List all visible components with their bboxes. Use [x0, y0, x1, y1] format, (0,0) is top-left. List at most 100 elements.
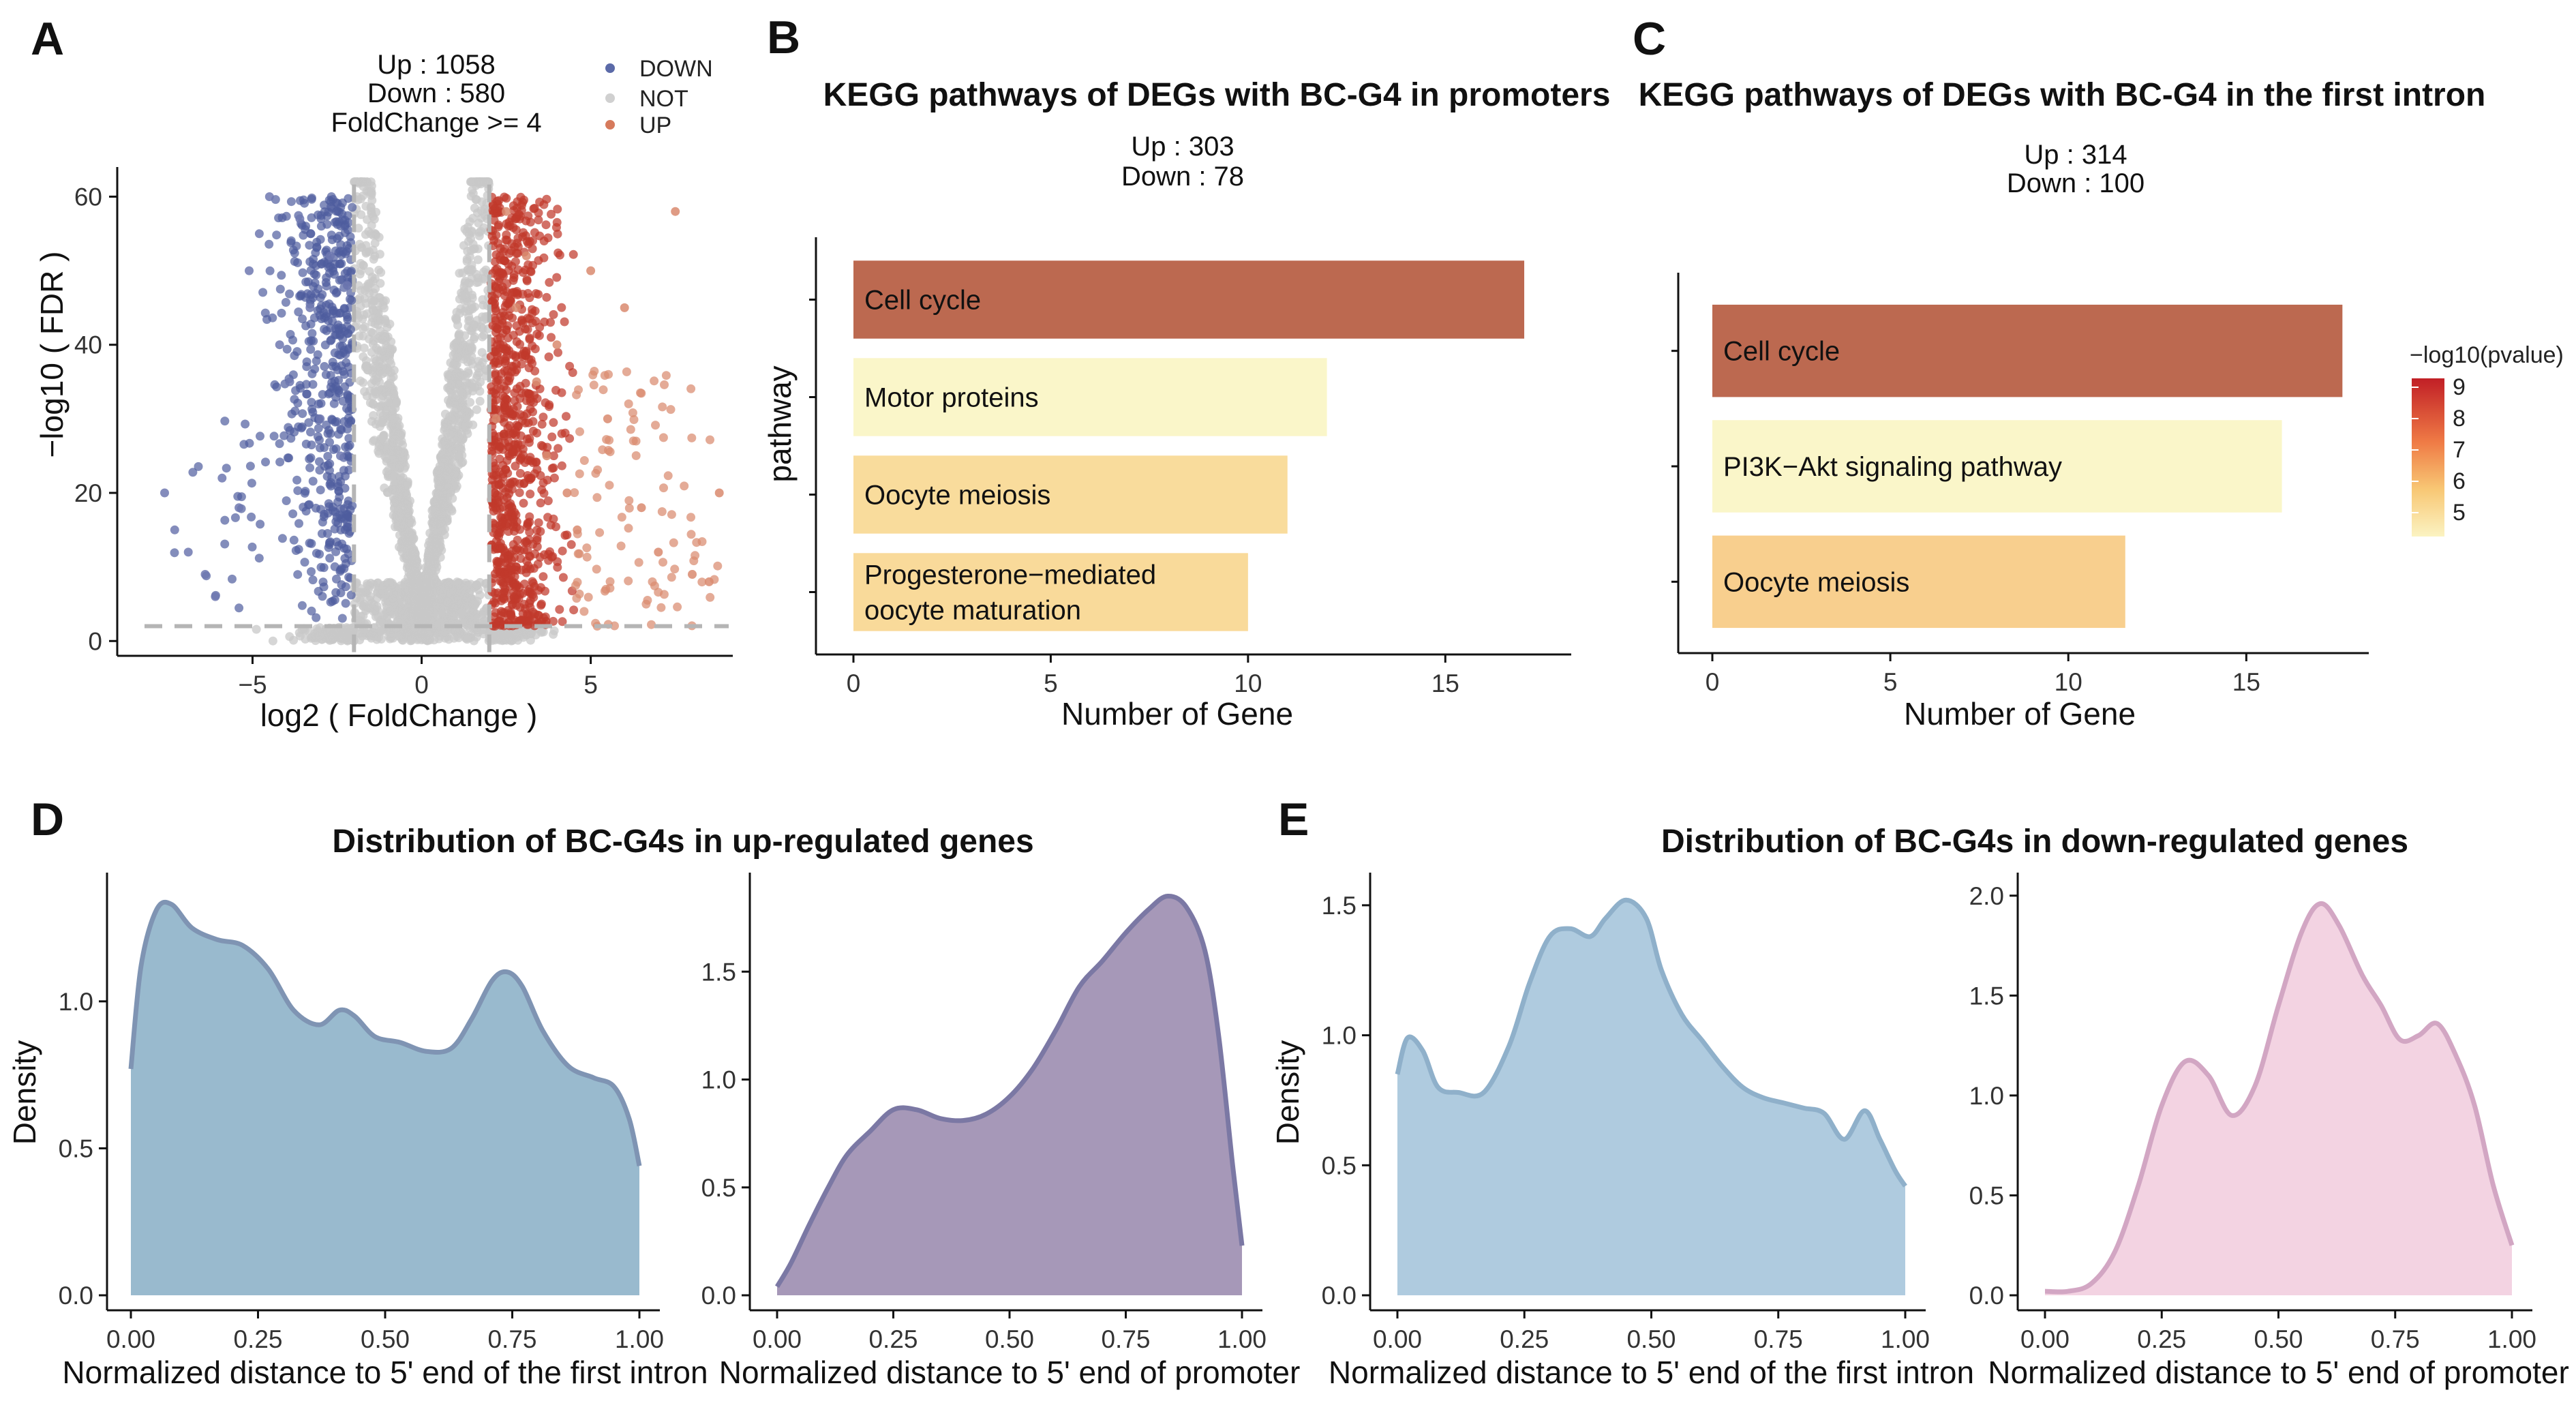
- volcano-down-point: [335, 331, 345, 340]
- volcano-up-point: [491, 470, 501, 480]
- volcano-down-point: [330, 348, 339, 358]
- volcano-not-point: [457, 387, 466, 396]
- volcano-down-point: [268, 313, 277, 322]
- volcano-up-outlier: [521, 251, 531, 260]
- density-x-tick-label: 0.50: [361, 1325, 410, 1353]
- volcano-up-point: [605, 481, 614, 490]
- density-curve: [2044, 901, 2515, 1295]
- volcano-x-title: log2 ( FoldChange ): [260, 697, 538, 733]
- volcano-down-point: [314, 210, 322, 220]
- volcano-up-point: [558, 546, 567, 556]
- volcano-down-point: [188, 468, 198, 477]
- volcano-not-point: [377, 418, 387, 427]
- volcano-not-point: [372, 316, 382, 325]
- volcano-not-point: [451, 368, 461, 378]
- density-y-tick-label: 1.5: [1322, 892, 1357, 920]
- volcano-down-point: [296, 384, 305, 393]
- bar-x-tick-label: 10: [2055, 668, 2082, 696]
- volcano-up-point: [549, 310, 558, 319]
- volcano-down-point: [328, 506, 337, 515]
- volcano-up-point: [515, 468, 525, 478]
- volcano-down-point: [230, 513, 240, 522]
- volcano-not-point: [354, 331, 364, 341]
- volcano-up-point: [504, 429, 514, 438]
- volcano-not-point: [408, 556, 417, 566]
- volcano-up-point: [573, 549, 583, 558]
- volcano-up-point: [670, 564, 680, 574]
- legend-up-swatch: [605, 120, 615, 130]
- volcano-not-point: [457, 409, 466, 418]
- volcano-not-point: [454, 331, 464, 341]
- volcano-down-point: [330, 595, 339, 605]
- volcano-up-point: [519, 412, 528, 421]
- volcano-not-point: [387, 438, 396, 447]
- volcano-up-point: [528, 236, 537, 245]
- volcano-not-point: [395, 449, 405, 458]
- volcano-down-point: [290, 351, 299, 361]
- volcano-down-point: [343, 500, 352, 509]
- volcano-down-point: [310, 364, 320, 374]
- kegg-promoters-title: KEGG pathways of DEGs with BC-G4 in prom…: [823, 77, 1611, 113]
- volcano-up-point: [497, 522, 506, 532]
- pvalue-colorbar: −log10(pvalue) 9 8 7 6 5: [2410, 342, 2564, 537]
- pathway-bar-label: Oocyte meiosis: [1723, 567, 1909, 597]
- volcano-up-point: [507, 367, 517, 376]
- volcano-up-point: [489, 215, 499, 225]
- volcano-up-point: [541, 220, 551, 230]
- volcano-up-point: [521, 231, 530, 241]
- volcano-not-point: [473, 363, 483, 373]
- volcano-down-point: [342, 322, 352, 331]
- volcano-not-point: [359, 344, 369, 352]
- volcano-up-point: [624, 503, 634, 513]
- volcano-ticks: −5 0 5 0 20 40 60: [74, 183, 598, 699]
- volcano-not-point: [378, 369, 387, 378]
- volcano-up-point: [515, 327, 524, 336]
- volcano-up-point: [498, 282, 507, 292]
- bar-x-tick-label: 0: [847, 669, 861, 697]
- pathway-bar: [853, 553, 1248, 631]
- volcano-down-point: [308, 380, 318, 389]
- volcano-down-outlier: [264, 192, 274, 201]
- volcano-down-outlier: [234, 503, 244, 513]
- volcano-up-point: [663, 471, 673, 481]
- volcano-up-point: [570, 488, 579, 498]
- volcano-not-point: [389, 389, 399, 398]
- volcano-up-point: [657, 507, 667, 516]
- volcano-up-point: [713, 561, 723, 571]
- colorbar-tick-label: 8: [2453, 406, 2466, 432]
- volcano-not-point: [468, 265, 477, 275]
- kegg-intron-ticks: 0 5 10 15: [1706, 653, 2260, 696]
- volcano-stat-foldchange: FoldChange >= 4: [331, 108, 541, 138]
- volcano-up-point: [494, 557, 504, 567]
- volcano-down-point: [247, 479, 256, 488]
- volcano-not-point: [449, 342, 459, 352]
- volcano-not-point: [460, 278, 470, 288]
- density-area: [131, 902, 639, 1295]
- volcano-not-point: [412, 607, 422, 617]
- volcano-up-point: [513, 233, 523, 243]
- density-x-tick-label: 0.25: [1500, 1325, 1549, 1353]
- volcano-down-point: [331, 444, 341, 453]
- volcano-up-point: [660, 380, 669, 389]
- volcano-down-point: [275, 439, 284, 449]
- volcano-down-outlier: [342, 281, 352, 290]
- volcano-down-point: [307, 404, 317, 414]
- volcano-up-point: [512, 523, 521, 532]
- volcano-up-point: [526, 489, 535, 499]
- volcano-up-point: [525, 314, 534, 324]
- volcano-up-point: [532, 533, 542, 543]
- volcano-not-point: [457, 430, 466, 440]
- volcano-up-point: [495, 442, 504, 451]
- volcano-down-point: [336, 240, 346, 250]
- volcano-down-outlier: [326, 251, 335, 260]
- volcano-up-point: [553, 229, 562, 239]
- volcano-up-point: [545, 547, 554, 556]
- volcano-up-point: [504, 259, 513, 269]
- volcano-up-point: [528, 577, 537, 586]
- volcano-up-point: [691, 551, 700, 560]
- colorbar-tick-label: 7: [2453, 437, 2466, 463]
- volcano-not-point: [474, 179, 483, 188]
- volcano-up-point: [560, 530, 570, 540]
- legend-down-swatch: [605, 63, 615, 73]
- volcano-down-point: [220, 539, 230, 549]
